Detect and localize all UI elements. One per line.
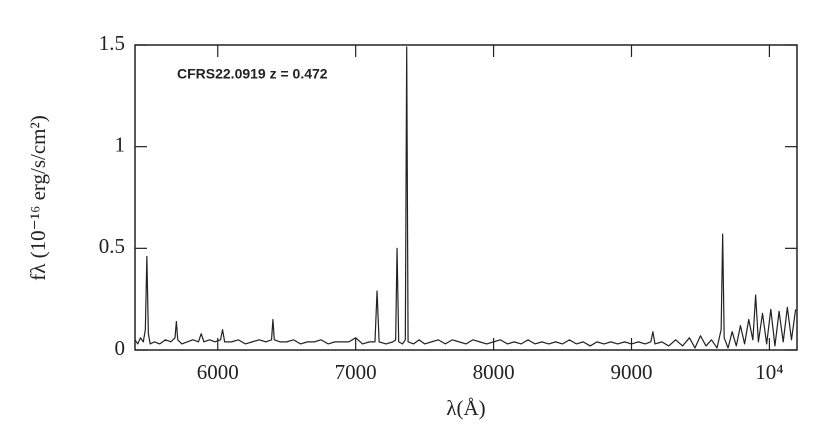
plot-frame (134, 44, 798, 351)
x-tick-label: 10⁴ (755, 360, 783, 384)
spectrum-line (134, 46, 797, 349)
y-axis-label: fλ (10⁻¹⁶ erg/s/cm²) (26, 115, 50, 281)
annotation: CFRS22.0919 z = 0.472 (177, 66, 328, 82)
x-tick-label: 9000 (611, 360, 653, 384)
x-tick-label: 8000 (473, 360, 515, 384)
y-tick-label: 1 (115, 132, 126, 156)
y-tick-label: 0.5 (99, 234, 125, 258)
y-tick-label: 1.5 (99, 31, 125, 55)
y-tick-label: 0 (115, 336, 126, 360)
x-tick-label: 7000 (335, 360, 377, 384)
x-tick-label: 6000 (197, 360, 239, 384)
x-axis-label: λ(Å) (446, 396, 485, 420)
